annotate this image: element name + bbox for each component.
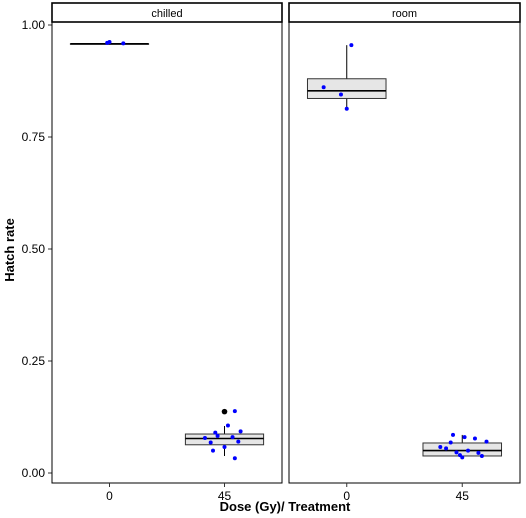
x-tick-label-0: 0: [106, 489, 113, 503]
panel-border: [288, 21, 521, 484]
data-point-1: [338, 92, 343, 97]
data-point-2: [121, 41, 126, 46]
panel-border: [51, 21, 283, 484]
data-point-9: [236, 439, 241, 444]
data-point-10: [476, 450, 481, 455]
x-tick-label-0: 0: [343, 489, 350, 503]
data-point-2: [213, 430, 218, 435]
data-point-8: [232, 409, 237, 414]
data-point-0: [202, 436, 207, 441]
data-point-3: [211, 448, 215, 453]
x-axis-title: Dose (Gy)/ Treatment: [220, 499, 351, 514]
x-tick-label-45: 45: [456, 489, 470, 503]
box-chilled-45: [184, 408, 265, 461]
y-tick-label-3: 0.75: [22, 130, 46, 144]
data-point-6: [460, 455, 465, 460]
data-point-7: [462, 435, 467, 440]
box-room-45: [422, 432, 503, 460]
data-point-0: [321, 85, 326, 90]
data-point-0: [438, 445, 443, 450]
box-iqr: [184, 433, 265, 446]
data-point-2: [448, 440, 453, 445]
data-point-1: [444, 446, 449, 451]
data-point-11: [232, 456, 237, 461]
y-tick-label-1: 0.25: [22, 354, 46, 368]
facet-strip-label: chilled: [151, 8, 182, 20]
box-chilled-0: [69, 40, 150, 46]
y-tick-label-0: 0.00: [22, 466, 46, 480]
facet-panel-room: room 0 45: [288, 2, 521, 503]
y-axis: 0.00 0.25 0.50 0.75 1.00: [22, 18, 52, 480]
data-point-12: [484, 439, 489, 444]
facet-strip-label: room: [392, 8, 417, 20]
box-iqr: [422, 442, 503, 457]
data-point-1: [107, 40, 112, 45]
data-point-8: [466, 448, 471, 453]
box-iqr: [306, 78, 387, 99]
y-tick-label-2: 0.50: [22, 242, 46, 256]
y-axis-title: Hatch rate: [2, 218, 17, 282]
data-point-10: [238, 429, 243, 434]
y-tick-label-4: 1.00: [22, 18, 46, 32]
box-room-0: [306, 43, 387, 111]
data-point-6: [225, 423, 230, 428]
data-point-5: [222, 445, 227, 450]
data-point-4: [454, 450, 459, 455]
data-point-1: [208, 440, 213, 445]
data-point-3: [349, 43, 354, 48]
data-point-4: [215, 433, 220, 438]
data-point-7: [230, 435, 235, 440]
x-tick-label-45: 45: [218, 489, 232, 503]
facet-panel-chilled: chilled 0 45: [51, 2, 283, 503]
data-point-9: [472, 436, 477, 441]
data-point-2: [344, 106, 349, 111]
facet-panels: chilled 0 45 room 0 45: [51, 2, 521, 503]
data-point-3: [451, 432, 456, 437]
outlier-point-0: [221, 408, 228, 415]
data-point-11: [479, 453, 484, 458]
